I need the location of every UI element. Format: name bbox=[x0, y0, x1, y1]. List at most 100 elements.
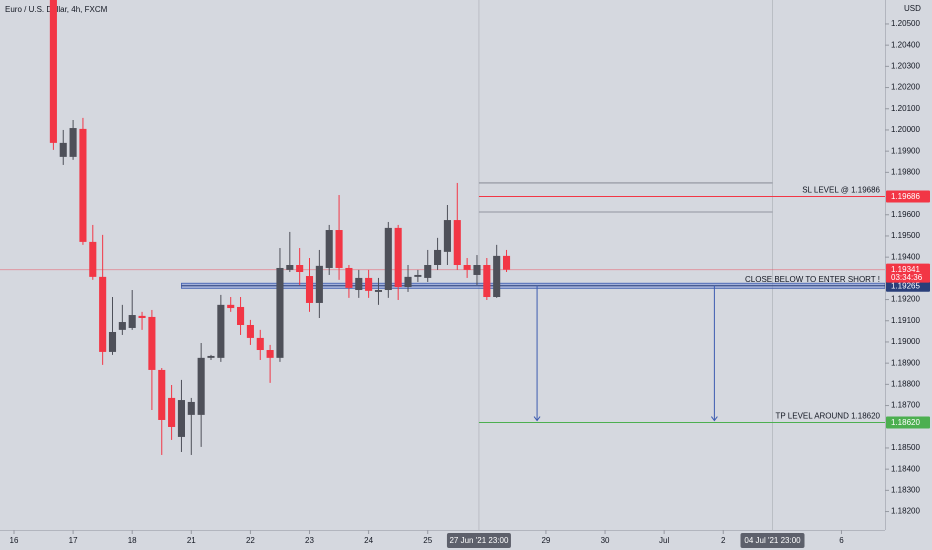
candle-body bbox=[502, 255, 511, 270]
currency: USD bbox=[904, 4, 921, 13]
price-label-box bbox=[886, 416, 930, 429]
candle-body bbox=[394, 227, 402, 288]
y-tick-label: 1.19500 bbox=[891, 231, 920, 240]
candle-body bbox=[89, 241, 97, 277]
price-label: 1.19686 bbox=[891, 192, 920, 201]
marker-label: 04 Jul '21 23:00 bbox=[744, 536, 801, 545]
candle-body bbox=[296, 265, 304, 272]
candle-body bbox=[493, 255, 501, 298]
y-tick-label: 1.19900 bbox=[891, 146, 920, 155]
y-tick-label: 1.18500 bbox=[891, 443, 920, 452]
y-tick-label: 1.19200 bbox=[891, 295, 920, 304]
price-label: 1.19265 bbox=[891, 281, 920, 290]
candle-body bbox=[443, 220, 451, 252]
candle-body bbox=[374, 290, 383, 292]
y-tick-label: 1.20100 bbox=[891, 104, 920, 113]
last-price-label: 1.19341 bbox=[891, 265, 920, 274]
x-tick-label: 2 bbox=[721, 536, 726, 545]
candle-body bbox=[315, 265, 323, 303]
x-tick-label: 18 bbox=[128, 536, 137, 545]
candle-body bbox=[168, 397, 176, 427]
y-tick-label: 1.19600 bbox=[891, 210, 920, 219]
y-tick-label: 1.18700 bbox=[891, 401, 920, 410]
candle-body bbox=[187, 401, 195, 415]
y-tick-label: 1.20400 bbox=[891, 40, 920, 49]
candle-body bbox=[108, 331, 117, 352]
price-label: 1.18620 bbox=[891, 418, 920, 427]
candle-body bbox=[404, 276, 412, 288]
price-label-box bbox=[886, 190, 930, 203]
candle-body bbox=[345, 267, 353, 288]
candle-body bbox=[266, 350, 274, 358]
level-label: CLOSE BELOW TO ENTER SHORT ! bbox=[745, 275, 880, 284]
marker-label-box bbox=[446, 533, 511, 548]
candle-body bbox=[197, 357, 205, 415]
candle-body bbox=[79, 128, 87, 242]
x-tick-label: Jul bbox=[659, 536, 669, 545]
candle-body bbox=[246, 324, 254, 338]
candle-body bbox=[463, 265, 471, 270]
y-tick-label: 1.18900 bbox=[891, 358, 920, 367]
candle-body bbox=[424, 265, 432, 278]
candle-body bbox=[256, 337, 264, 351]
candle-body bbox=[99, 276, 107, 352]
y-tick-label: 1.18800 bbox=[891, 379, 920, 388]
arrow-head bbox=[710, 416, 718, 422]
x-tick-label: 29 bbox=[541, 536, 550, 545]
price-label-box bbox=[886, 279, 930, 292]
candle-body bbox=[158, 369, 166, 420]
marker-label-box bbox=[740, 533, 805, 548]
candle-body bbox=[128, 315, 136, 328]
candle-body bbox=[69, 128, 77, 157]
x-tick-label: 25 bbox=[423, 536, 432, 545]
candle-body bbox=[355, 277, 363, 291]
marker-label: 27 Jun '21 23:00 bbox=[449, 536, 508, 545]
y-tick-label: 1.19800 bbox=[891, 167, 920, 176]
y-tick-label: 1.18300 bbox=[891, 485, 920, 494]
y-tick-label: 1.20000 bbox=[891, 125, 920, 134]
x-tick-label: 24 bbox=[364, 536, 373, 545]
level-label: SL LEVEL @ 1.19686 bbox=[802, 186, 880, 195]
candle-body bbox=[325, 230, 333, 268]
candle-body bbox=[335, 230, 343, 268]
candle-body bbox=[237, 306, 245, 325]
y-tick-label: 1.20200 bbox=[891, 83, 920, 92]
level-label: TP LEVEL AROUND 1.18620 bbox=[776, 412, 881, 421]
candle-body bbox=[207, 355, 215, 358]
candle-body bbox=[118, 322, 126, 330]
candle-body bbox=[138, 315, 146, 318]
y-tick-label: 1.19100 bbox=[891, 316, 920, 325]
arrow-head bbox=[533, 416, 541, 422]
candle-body bbox=[453, 220, 461, 265]
candle-body bbox=[473, 265, 481, 275]
candle-body bbox=[217, 304, 225, 358]
candle-body bbox=[276, 267, 284, 358]
x-tick-label: 30 bbox=[601, 536, 610, 545]
y-tick-label: 1.18200 bbox=[891, 507, 920, 516]
x-tick-label: 22 bbox=[246, 536, 255, 545]
countdown-label: 03:34:36 bbox=[891, 273, 923, 282]
y-tick-label: 1.19400 bbox=[891, 252, 920, 261]
candle-body bbox=[305, 276, 314, 303]
candle-body bbox=[384, 227, 392, 291]
candle-body bbox=[59, 142, 67, 157]
plot-area bbox=[0, 0, 885, 530]
candle-body bbox=[483, 265, 491, 298]
x-tick-label: 16 bbox=[10, 536, 19, 545]
x-tick-label: 17 bbox=[69, 536, 78, 545]
candle-body bbox=[148, 316, 156, 370]
candle-body bbox=[365, 277, 373, 291]
x-tick-label: 21 bbox=[187, 536, 196, 545]
candle-body bbox=[286, 265, 294, 270]
candle-body bbox=[227, 304, 235, 309]
candle-body bbox=[49, 0, 57, 143]
candle-body bbox=[414, 274, 422, 277]
y-tick-label: 1.20500 bbox=[891, 19, 920, 28]
candle-body bbox=[177, 400, 185, 437]
y-tick-label: 1.20300 bbox=[891, 61, 920, 70]
y-tick-label: 1.18400 bbox=[891, 464, 920, 473]
x-tick-label: 6 bbox=[839, 536, 844, 545]
y-tick-label: 1.19000 bbox=[891, 337, 920, 346]
